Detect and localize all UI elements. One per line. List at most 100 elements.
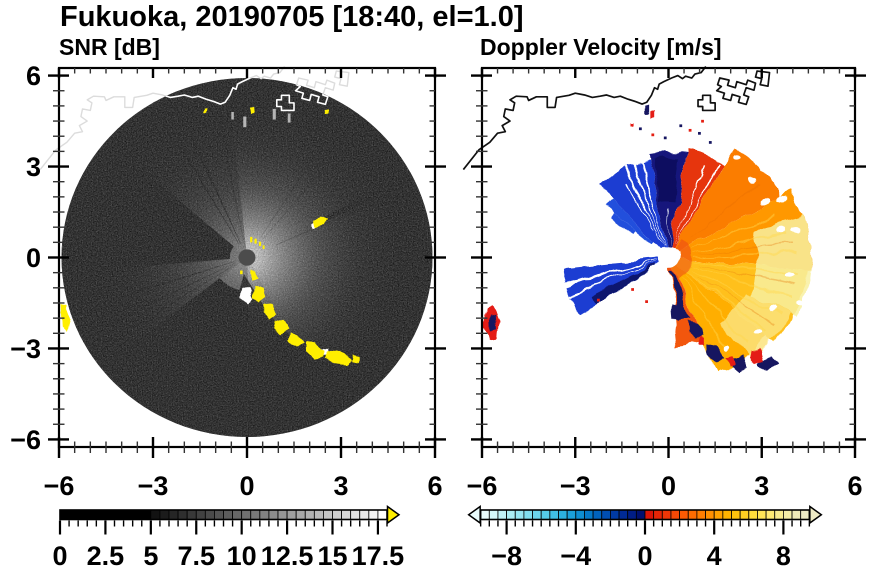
y-tick-label: 3	[26, 152, 41, 182]
velocity-colorbar-cell	[705, 509, 715, 520]
snr-colorbar-label: 10	[227, 541, 257, 570]
velocity-colorbar-over-arrow	[809, 505, 823, 525]
velocity-colorbar-cell	[480, 509, 490, 520]
velocity-clutter-patch	[707, 343, 724, 364]
velocity-harbor-block	[756, 71, 770, 86]
snr-ship-echo	[272, 108, 276, 120]
snr-clutter-patch	[249, 106, 254, 114]
snr-colorbar-cell	[341, 509, 352, 520]
velocity-speck	[679, 124, 683, 128]
velocity-colorbar-cell	[592, 509, 603, 520]
snr-colorbar-label: 12.5	[261, 541, 314, 570]
snr-colorbar-label: 5	[143, 541, 158, 570]
x-tick-label: −3	[560, 471, 591, 501]
snr-colorbar-cell	[105, 509, 115, 520]
velocity-streak-ray	[692, 264, 794, 299]
velocity-clutter-patch	[488, 311, 495, 330]
velocity-streak-ray	[691, 214, 776, 249]
velocity-colorbar-cell	[713, 509, 724, 520]
snr-colorbar-cell	[195, 509, 206, 520]
snr-colorbar-over-arrow	[386, 505, 401, 525]
snr-colorbar-cell	[204, 509, 215, 520]
velocity-hole	[794, 300, 804, 306]
velocity-clutter-patch	[669, 302, 685, 322]
x-tick-label: 6	[427, 471, 442, 501]
velocity-speck	[645, 300, 648, 303]
velocity-colorbar-cell	[618, 509, 629, 520]
y-tick-label: 6	[26, 61, 41, 91]
velocity-gap-ray	[658, 268, 668, 327]
velocity-panel-title: Doppler Velocity [m/s]	[480, 34, 722, 60]
velocity-streak-ray	[684, 275, 751, 347]
snr-clutter-patch	[275, 318, 290, 334]
snr-clutter-patch	[61, 304, 72, 332]
velocity-colorbar-cell	[783, 509, 793, 520]
velocity-streak-ray	[699, 241, 792, 255]
velocity-radar-center-hole	[657, 247, 680, 268]
velocity-colorbar-cell	[670, 509, 681, 520]
velocity-colorbar-cell	[774, 509, 784, 520]
snr-colorbar-cell	[150, 509, 161, 520]
velocity-gap-ray	[624, 166, 664, 247]
snr-colorbar-cell	[232, 509, 243, 520]
velocity-gap-ray	[668, 212, 671, 246]
snr-outside-harbor-block	[335, 71, 349, 86]
snr-white-patch	[240, 286, 254, 303]
velocity-colorbar-cell	[575, 509, 585, 520]
velocity-colorbar-cell	[731, 509, 741, 520]
velocity-clutter-patch	[698, 336, 706, 345]
snr-clutter-patch	[325, 351, 351, 367]
velocity-colorbar-cell	[800, 509, 810, 520]
velocity-hole	[712, 139, 719, 145]
snr-colorbar-cell	[86, 509, 97, 520]
velocity-gap-ray	[625, 182, 654, 232]
velocity-wedge	[604, 197, 654, 244]
velocity-colorbar-label: 4	[707, 541, 722, 570]
x-tick-label: 6	[847, 471, 862, 501]
snr-colorbar-cell	[186, 509, 197, 520]
velocity-wedge	[563, 258, 660, 316]
panel-frame-velocity: −6 −3 0 3 6	[467, 66, 866, 501]
velocity-hole	[754, 330, 763, 337]
velocity-gap-ray	[564, 260, 657, 289]
velocity-colorbar-cell	[739, 509, 750, 520]
snr-clutter-patch	[289, 331, 304, 347]
velocity-clutter-patch	[644, 104, 649, 115]
velocity-rough-group	[483, 104, 810, 375]
velocity-hole	[791, 227, 801, 233]
velocity-harbor-block	[717, 78, 756, 104]
velocity-streak-ray	[693, 251, 796, 257]
velocity-clutter-patch	[730, 356, 748, 373]
panel-frame-snr: −6 −3 0 3 6 6 3 0 −3 −6	[10, 61, 446, 501]
snr-colorbar-cell	[377, 509, 388, 520]
snr-colorbar-cell	[114, 509, 124, 520]
snr-clutter-patch	[253, 286, 266, 302]
snr-center-spark	[258, 241, 262, 246]
velocity-hole	[748, 175, 757, 182]
velocity-colorbar-cell	[514, 509, 525, 520]
velocity-speck	[638, 127, 642, 131]
velocity-hole	[766, 306, 776, 313]
y-tick-label: −6	[10, 425, 41, 455]
velocity-colorbar-cell	[679, 509, 689, 520]
velocity-clutter-patch	[760, 356, 777, 371]
velocity-gap-ray	[629, 157, 665, 247]
velocity-colorbar-cell	[549, 509, 559, 520]
snr-ship-echo	[231, 111, 234, 120]
velocity-clutter-patch	[725, 355, 736, 367]
velocity-wedge	[674, 147, 782, 253]
velocity-streak-ray	[692, 182, 760, 239]
velocity-speck	[701, 119, 704, 123]
snr-colorbar-cell	[241, 509, 252, 520]
snr-colorbar-cell	[223, 509, 233, 520]
velocity-colorbar-label: 8	[776, 541, 791, 570]
velocity-speck	[597, 298, 600, 302]
velocity-speck	[688, 128, 692, 132]
velocity-colorbar-cell	[540, 509, 551, 520]
snr-colorbar-cell	[77, 509, 88, 520]
velocity-coastline	[463, 66, 705, 169]
snr-center-spark	[240, 270, 243, 275]
snr-colorbar-cell	[332, 509, 342, 520]
